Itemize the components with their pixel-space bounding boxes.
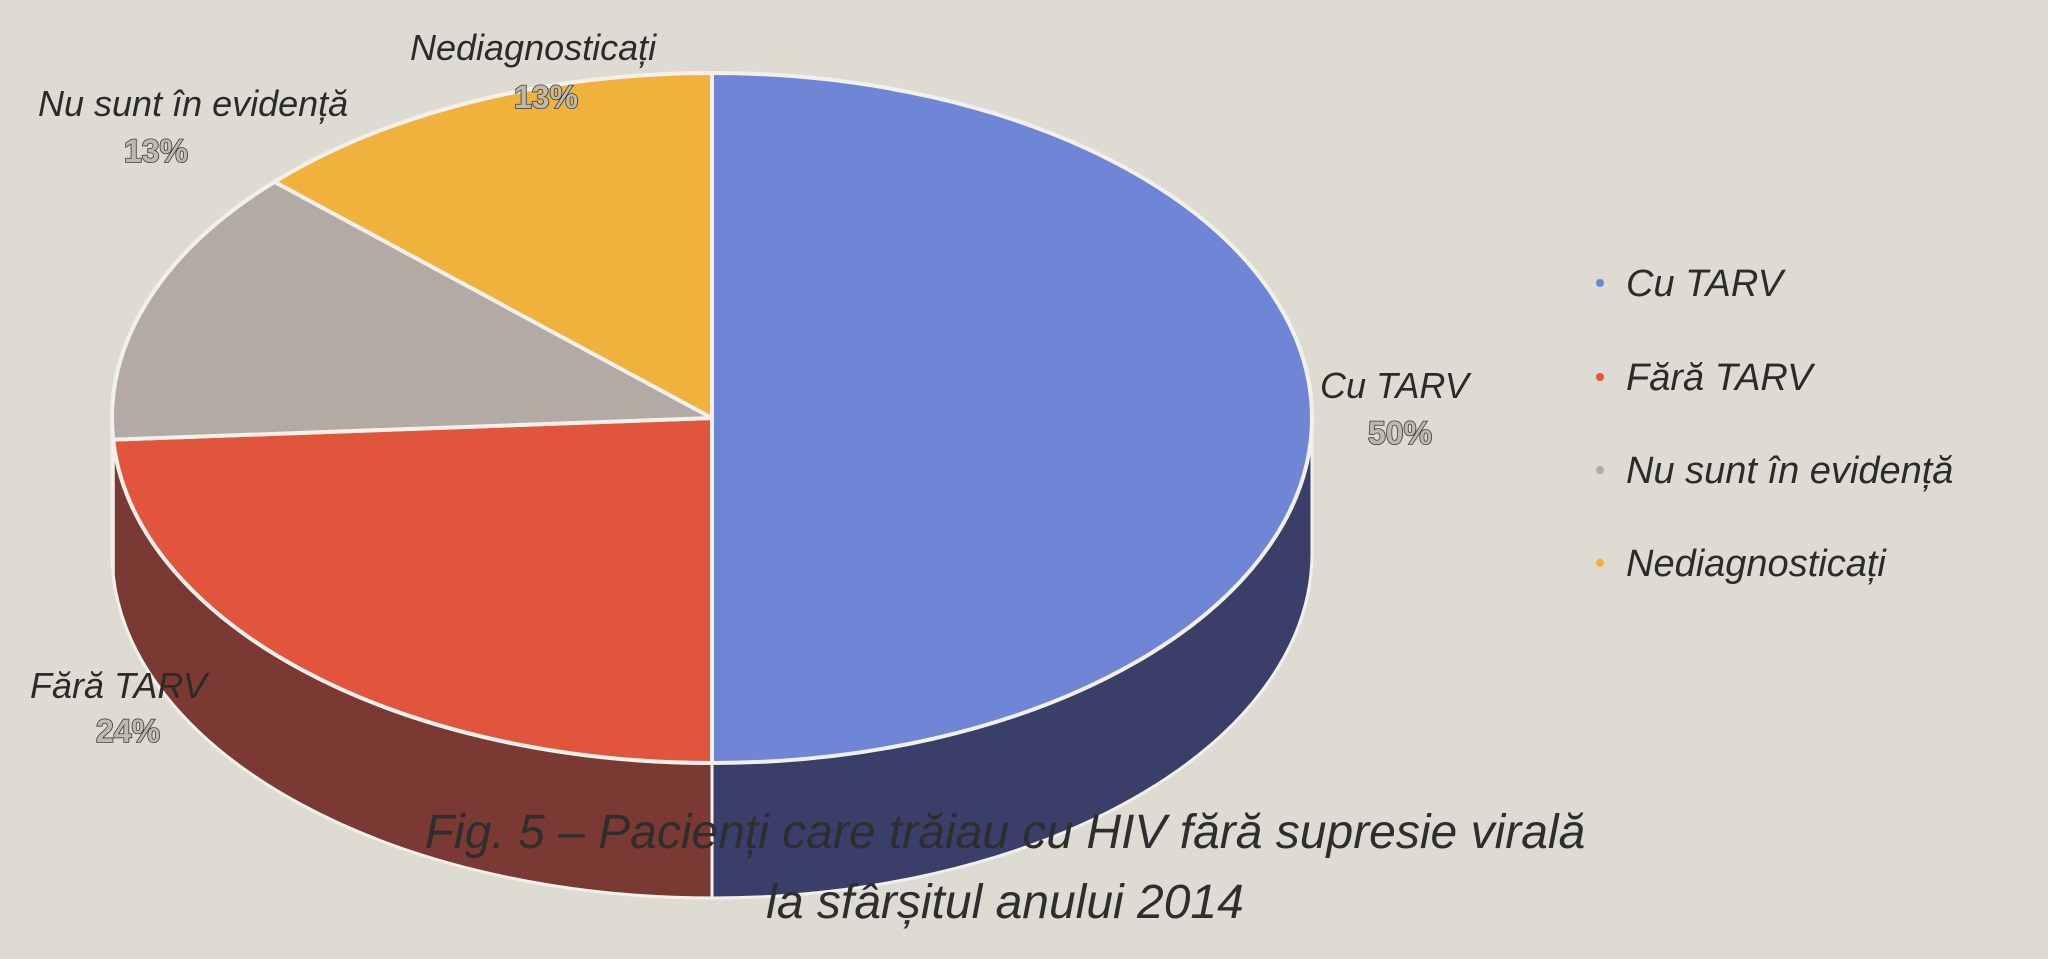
legend-marker	[1596, 559, 1604, 567]
slice-label-name: Cu TARV	[1320, 365, 1472, 406]
legend-marker	[1596, 373, 1604, 381]
slice-label-name: Fără TARV	[30, 665, 210, 706]
legend-item-nediagnosticati: Nediagnosticați	[1596, 543, 1887, 585]
chart-title-line-2: la sfârșitul anului 2014	[766, 876, 1244, 929]
slice-label-value: 24%	[96, 713, 160, 749]
pie-slices	[110, 71, 1314, 765]
slice-label-fara-tarv: Fără TARV 24%	[30, 665, 210, 750]
slice-label-value: 13%	[124, 133, 188, 169]
slice-label-value: 13%	[514, 79, 578, 115]
pie-slice-fara-tarv	[111, 416, 714, 765]
legend-marker	[1596, 279, 1604, 287]
chart-title-line-1: Fig. 5 – Pacienți care trăiau cu HIV făr…	[425, 806, 1586, 859]
slice-label-name: Nu sunt în evidență	[38, 83, 348, 124]
legend-marker	[1596, 466, 1604, 474]
legend: Cu TARV Fără TARV Nu sunt în evidență Ne…	[1596, 263, 1953, 585]
slice-label-name: Nediagnosticați	[410, 27, 657, 68]
legend-item-fara-tarv: Fără TARV	[1596, 357, 1816, 399]
slice-label-value: 50%	[1368, 415, 1432, 451]
legend-label: Nediagnosticați	[1626, 543, 1887, 585]
chart-title: Fig. 5 – Pacienți care trăiau cu HIV făr…	[425, 806, 1586, 929]
legend-item-cu-tarv: Cu TARV	[1596, 263, 1787, 305]
pie-slice-nediagnosticati	[272, 71, 714, 420]
pie-slice-nu-sunt-in-evidenta	[110, 179, 714, 442]
legend-item-nu-sunt: Nu sunt în evidență	[1596, 450, 1953, 492]
pie-slice-cu-tarv	[710, 71, 1314, 765]
legend-label: Nu sunt în evidență	[1626, 450, 1953, 492]
legend-label: Fără TARV	[1626, 357, 1816, 399]
slice-label-nediagnosticati: Nediagnosticați 13%	[410, 27, 657, 116]
slice-label-nu-sunt: Nu sunt în evidență 13%	[38, 83, 348, 170]
legend-label: Cu TARV	[1626, 263, 1787, 305]
slice-label-cu-tarv: Cu TARV 50%	[1320, 365, 1472, 452]
